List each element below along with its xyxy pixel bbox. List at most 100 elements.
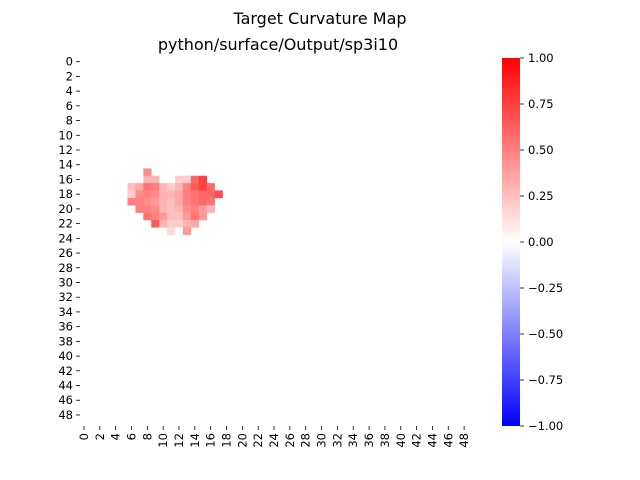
y-tick-label: 36 [58, 320, 73, 334]
x-tick-label: 20 [235, 433, 249, 448]
x-tick-label: 38 [378, 433, 392, 448]
heatmap-cell [127, 183, 136, 191]
colorbar-tick-label: 1.00 [528, 51, 554, 65]
y-tick-label: 48 [58, 408, 73, 422]
heatmap-background-cells [80, 58, 476, 426]
y-tick-label: 0 [66, 55, 73, 69]
heatmap-cell [151, 190, 160, 199]
y-tick-label: 18 [58, 187, 73, 201]
y-tick-label: 28 [58, 261, 73, 275]
y-tick-label: 4 [66, 84, 73, 98]
heatmap-cell [182, 227, 192, 235]
colorbar-tick-label: −0.75 [528, 373, 563, 387]
heatmap-cell [175, 183, 184, 191]
y-tick-label: 30 [58, 275, 73, 289]
x-tick-label: 24 [267, 433, 281, 448]
x-tick-label: 22 [251, 433, 265, 448]
x-tick-label: 40 [394, 433, 408, 448]
x-tick-label: 42 [410, 433, 424, 448]
heatmap-cell [135, 197, 144, 206]
heatmap-cell [143, 212, 152, 221]
x-tick-label: 32 [330, 433, 344, 448]
heatmap-cell [143, 168, 152, 177]
x-tick-label: 28 [299, 433, 313, 448]
heatmap-cell [190, 190, 200, 199]
colorbar-tick-label: 0.25 [528, 189, 554, 203]
heatmap-cell [190, 183, 200, 191]
y-tick-label: 32 [58, 290, 73, 304]
heatmap-cell [206, 197, 215, 206]
y-tick-label: 24 [58, 231, 73, 245]
heatmap-cell [159, 212, 168, 221]
heatmap-cell [167, 190, 176, 199]
y-tick-label: 10 [58, 128, 73, 142]
heatmap-cell [198, 190, 208, 199]
x-tick-label: 2 [93, 433, 107, 440]
y-tick-label: 26 [58, 246, 73, 260]
heatmap-cell [159, 205, 168, 213]
heatmap-cell [167, 183, 176, 191]
heatmap-cell [167, 212, 176, 221]
heatmap-cell [167, 227, 176, 235]
heatmap-cell [206, 190, 215, 199]
heatmap-cell [143, 205, 152, 213]
x-tick-label: 18 [220, 433, 234, 448]
y-tick-label: 38 [58, 334, 73, 348]
heatmap-cell [167, 205, 176, 213]
heatmap-cell [135, 205, 144, 213]
x-tick-label: 0 [77, 433, 91, 440]
y-tick-label: 6 [66, 99, 73, 113]
colorbar-tick-label: −1.00 [528, 419, 563, 433]
heatmap-cell [151, 175, 160, 184]
heatmap-cell [135, 190, 144, 199]
heatmap-cell [190, 175, 200, 184]
heatmap-cell [143, 197, 152, 206]
x-tick-label: 14 [188, 433, 202, 448]
y-tick-label: 2 [66, 69, 73, 83]
x-tick-label: 12 [172, 433, 186, 448]
heatmap-cell [190, 212, 200, 221]
heatmap-cell [182, 190, 192, 199]
y-tick-label: 14 [58, 158, 73, 172]
colorbar [502, 58, 520, 426]
heatmap-cell [159, 197, 168, 206]
colorbar-tick-label: −0.50 [528, 327, 563, 341]
heatmap-cell [127, 190, 136, 199]
heatmap-cell [159, 183, 168, 191]
heatmap-cell [175, 212, 184, 221]
heatmap-cell [167, 219, 176, 228]
x-tick-label: 48 [457, 433, 471, 448]
heatmap-cell [182, 175, 192, 184]
heatmap-cell [175, 205, 184, 213]
x-tick-label: 36 [362, 433, 376, 448]
heatmap-cell [190, 197, 200, 206]
heatmap-cell [175, 175, 184, 184]
heatmap-cell [198, 183, 208, 191]
y-tick-label: 34 [58, 305, 73, 319]
x-tick-label: 6 [124, 433, 138, 440]
heatmap-cell [143, 183, 152, 191]
y-tick-label: 12 [58, 143, 73, 157]
y-tick-label: 22 [58, 217, 73, 231]
x-tick-label: 26 [283, 433, 297, 448]
x-tick-label: 46 [441, 433, 455, 448]
heatmap-cell [182, 183, 192, 191]
heatmap-cell [175, 197, 184, 206]
x-tick-label: 34 [346, 433, 360, 448]
heatmap-cell [143, 175, 152, 184]
heatmap-cell [198, 205, 208, 213]
chart-title: Target Curvature Map [232, 9, 406, 28]
y-axis-ticks: 0246810121416182022242628303234363840424… [58, 55, 80, 422]
heatmap-cell [175, 219, 184, 228]
heatmap-cell [214, 190, 223, 199]
y-tick-label: 40 [58, 349, 73, 363]
heatmap-cell [159, 190, 168, 199]
heatmap-cell [143, 190, 152, 199]
colorbar-tick-label: −0.25 [528, 281, 563, 295]
chart-subtitle: python/surface/Output/sp3i10 [158, 35, 398, 54]
heatmap-cell [206, 183, 215, 191]
heatmap-cell [190, 219, 200, 228]
x-tick-label: 4 [109, 433, 123, 440]
heatmap-cell [182, 219, 192, 228]
